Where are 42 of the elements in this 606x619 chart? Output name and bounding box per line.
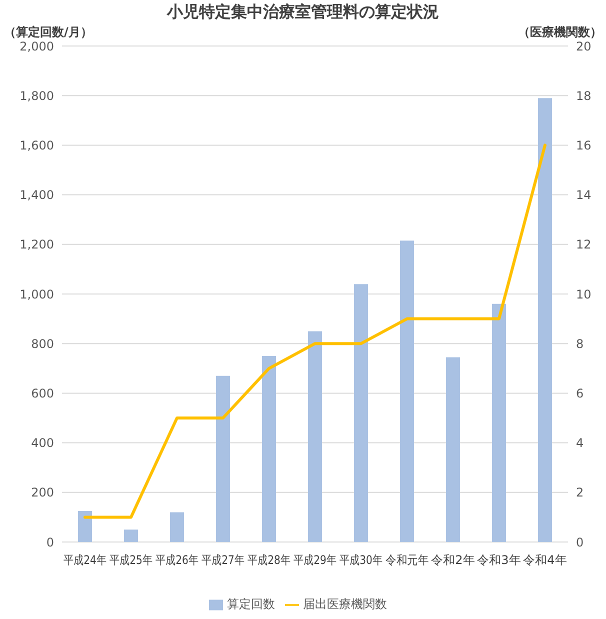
y2-tick-label: 8	[576, 336, 584, 351]
bar	[538, 98, 552, 542]
y-axis-title: （算定回数/月）	[4, 24, 92, 41]
bar	[446, 357, 460, 542]
legend-label: 算定回数	[227, 597, 275, 611]
y2-tick-label: 12	[576, 238, 592, 252]
y-tick-label: 600	[31, 386, 54, 400]
y-tick-label: 1,000	[20, 287, 54, 302]
bar	[400, 240, 414, 542]
y-tick-label: 200	[31, 486, 54, 500]
bar	[492, 304, 506, 542]
bar	[78, 511, 92, 542]
y2-tick-label: 20	[576, 39, 592, 54]
x-tick-label: 令和3年	[477, 553, 521, 567]
y-tick-label: 800	[31, 336, 54, 351]
x-tick-label: 令和4年	[523, 553, 567, 567]
y-tick-label: 2,000	[20, 39, 54, 54]
y2-tick-label: 6	[576, 386, 584, 400]
bar	[124, 530, 138, 542]
y2-tick-label: 2	[576, 486, 584, 500]
bar	[354, 284, 368, 542]
y-tick-label: 0	[46, 535, 54, 550]
y2-tick-label: 4	[576, 436, 584, 450]
y-tick-label: 1,400	[20, 188, 54, 202]
y-tick-label: 1,600	[20, 138, 54, 152]
y2-tick-label: 0	[576, 535, 584, 550]
y-tick-label: 1,800	[20, 88, 54, 103]
y2-tick-label: 10	[576, 287, 592, 302]
y2-tick-label: 18	[576, 88, 592, 103]
y-tick-label: 400	[31, 436, 54, 450]
legend-label: 届出医療機関数	[303, 597, 387, 611]
bar	[170, 512, 184, 542]
line-series	[84, 144, 546, 519]
bar	[308, 331, 322, 542]
y2-tick-label: 14	[576, 188, 592, 202]
bar	[216, 376, 230, 542]
y-tick-label: 1,200	[20, 238, 54, 252]
chart-title: 小児特定集中治療室管理料の算定状況	[166, 2, 440, 23]
y2-axis-title: （医療機関数）	[518, 24, 602, 41]
y2-tick-label: 16	[576, 138, 592, 152]
bar	[262, 356, 276, 542]
x-tick-label: 令和2年	[431, 553, 475, 567]
